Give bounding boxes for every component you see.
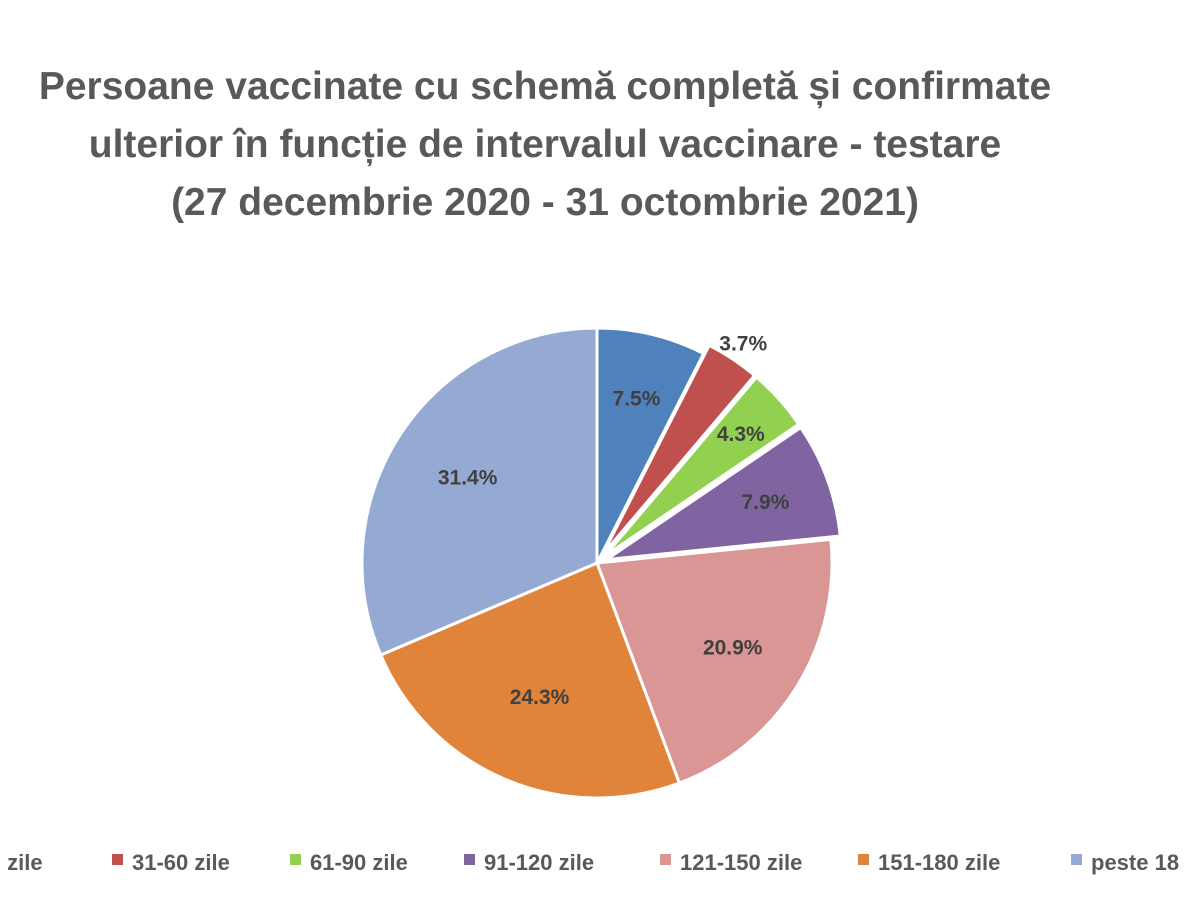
data-label-6: 24.3% — [510, 686, 570, 709]
chart-legend: 0-30 zile 31-60 zile 61-90 zile 91-120 zile… — [0, 850, 1179, 875]
data-label-4: 7.9% — [741, 491, 789, 514]
data-label-3: 4.3% — [717, 423, 765, 446]
legend-label-4: 91-120 zile — [484, 850, 594, 875]
pie-slice-4 — [604, 425, 842, 562]
legend-swatch-5 — [660, 854, 671, 865]
chart-title: Persoane vaccinate cu schemă completă și… — [0, 58, 1090, 232]
chart-title-line-1: Persoane vaccinate cu schemă completă și… — [38, 65, 1052, 108]
pie-slice-7 — [360, 326, 599, 657]
data-label-2: 3.7% — [719, 332, 767, 355]
legend-label-5: 121-150 zile — [680, 850, 802, 875]
pie-slice-2 — [601, 343, 757, 557]
legend-label-2: 31-60 zile — [132, 850, 230, 875]
legend-label-1: 0-30 zile — [0, 850, 43, 875]
legend-swatch-2 — [112, 854, 123, 865]
pie-slice-3 — [602, 375, 801, 558]
pie-data-labels: 7.5% 3.7% 4.3% 7.9% 20.9% 24.3% 31.4% — [438, 332, 790, 708]
pie-slice-5 — [595, 537, 834, 785]
pie-slice-1 — [595, 326, 706, 565]
chart-title-line-2: ulterior în funcție de intervalul vaccin… — [88, 123, 1002, 166]
legend-swatch-7 — [1071, 854, 1082, 865]
pie-slice-6 — [379, 561, 681, 800]
legend-label-7: peste 18 — [1091, 850, 1179, 875]
legend-label-6: 151-180 zile — [878, 850, 1000, 875]
data-label-5: 20.9% — [703, 636, 763, 659]
legend-swatch-3 — [290, 854, 301, 865]
pie-slices — [360, 326, 842, 800]
data-label-7: 31.4% — [438, 466, 498, 489]
data-label-1: 7.5% — [613, 387, 661, 410]
legend-swatch-6 — [858, 854, 869, 865]
chart-title-line-3: (27 decembrie 2020 - 31 octombrie 2021) — [171, 181, 919, 224]
legend-label-3: 61-90 zile — [310, 850, 408, 875]
legend-swatch-4 — [464, 854, 475, 865]
